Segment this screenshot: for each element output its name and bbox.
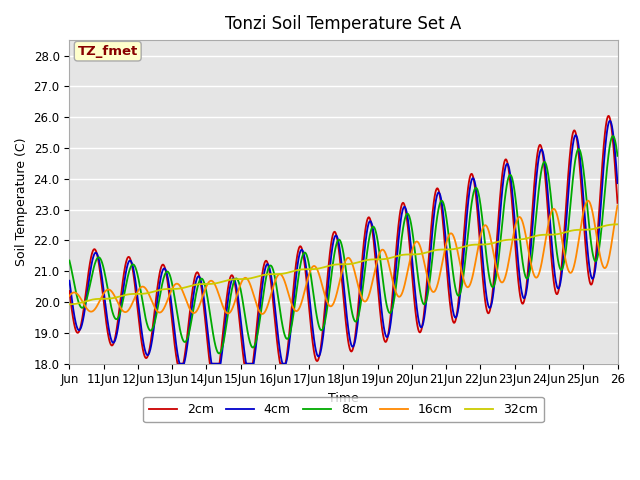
Line: 16cm: 16cm [69, 201, 618, 314]
32cm [598, 224, 605, 229]
16cm [614, 203, 621, 208]
2cm [598, 168, 605, 173]
2cm [497, 181, 505, 187]
32cm [332, 262, 340, 267]
16cm [259, 311, 266, 317]
8cm [318, 327, 326, 333]
8cm [332, 242, 340, 248]
4cm [176, 361, 184, 367]
2cm [598, 171, 605, 177]
Line: 2cm: 2cm [69, 116, 618, 364]
Line: 4cm: 4cm [69, 121, 618, 364]
4cm [332, 233, 340, 239]
32cm [614, 221, 621, 227]
2cm [614, 200, 621, 206]
X-axis label: Time: Time [328, 392, 359, 405]
8cm [609, 133, 617, 139]
4cm [598, 192, 605, 197]
2cm [318, 338, 326, 344]
32cm [598, 224, 605, 229]
Legend: 2cm, 4cm, 8cm, 16cm, 32cm: 2cm, 4cm, 8cm, 16cm, 32cm [143, 396, 544, 422]
32cm [65, 301, 73, 307]
2cm [65, 288, 73, 294]
2cm [605, 113, 612, 119]
16cm [598, 261, 606, 267]
Y-axis label: Soil Temperature (C): Soil Temperature (C) [15, 138, 28, 266]
Text: TZ_fmet: TZ_fmet [77, 45, 138, 58]
8cm [497, 230, 505, 236]
4cm [93, 252, 101, 257]
8cm [598, 222, 605, 228]
32cm [93, 296, 101, 302]
16cm [497, 279, 505, 285]
Line: 8cm: 8cm [69, 136, 618, 353]
32cm [497, 238, 505, 244]
4cm [318, 344, 326, 349]
32cm [317, 265, 325, 271]
4cm [598, 188, 605, 193]
8cm [93, 255, 101, 261]
16cm [65, 293, 73, 299]
16cm [93, 302, 101, 308]
2cm [332, 232, 340, 238]
16cm [598, 260, 605, 266]
16cm [318, 280, 326, 286]
4cm [497, 198, 505, 204]
Line: 32cm: 32cm [69, 224, 618, 304]
4cm [65, 278, 73, 284]
8cm [614, 153, 621, 159]
16cm [332, 293, 340, 299]
2cm [174, 361, 182, 367]
2cm [93, 253, 101, 259]
8cm [598, 225, 605, 230]
16cm [584, 198, 592, 204]
Title: Tonzi Soil Temperature Set A: Tonzi Soil Temperature Set A [225, 15, 461, 33]
4cm [614, 180, 621, 186]
8cm [65, 258, 73, 264]
8cm [215, 350, 223, 356]
4cm [606, 118, 614, 124]
